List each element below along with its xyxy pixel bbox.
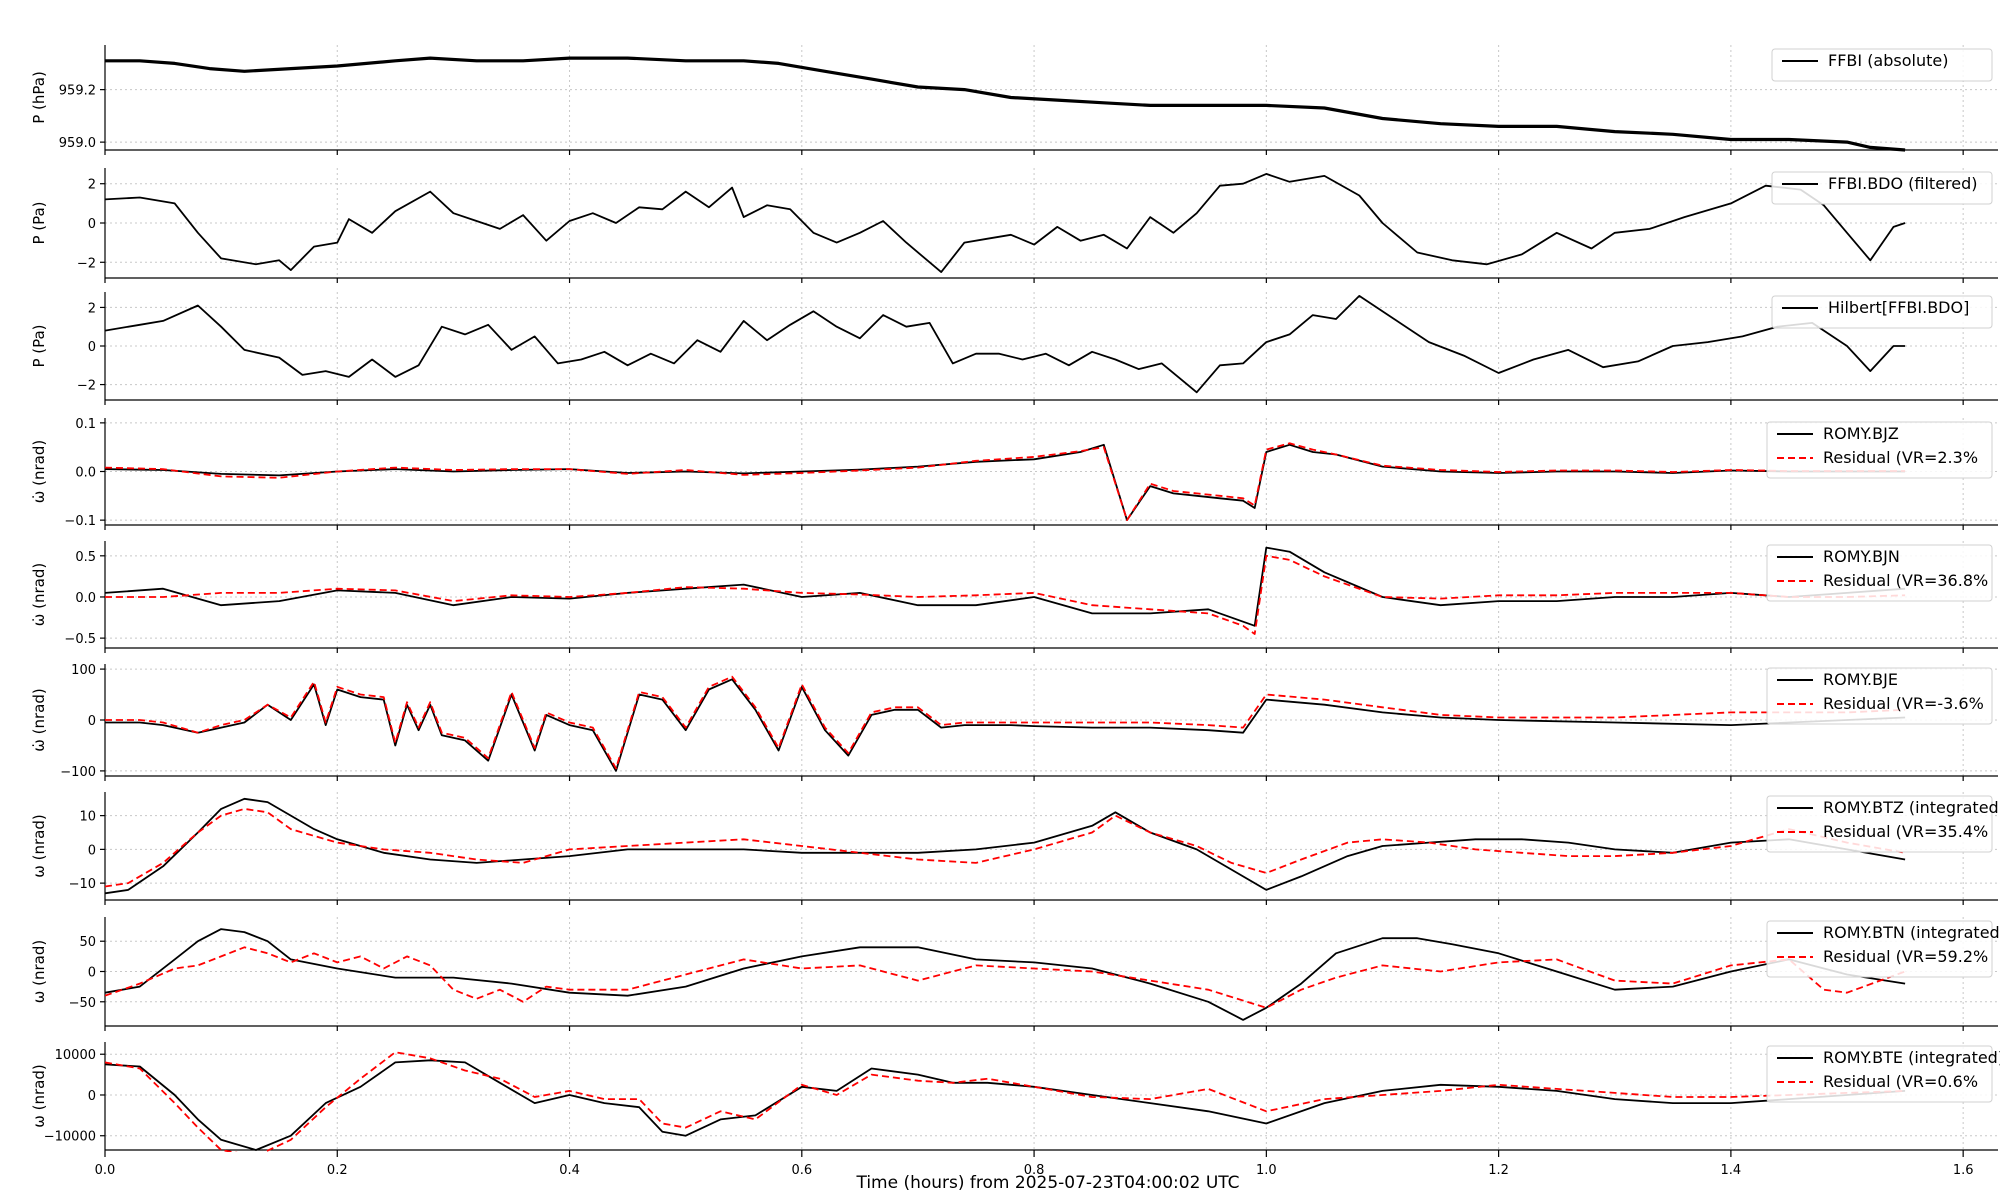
y-tick-label: −0.1 xyxy=(64,514,96,529)
x-tick-label: 0.8 xyxy=(1024,1163,1045,1178)
y-tick-label: 0 xyxy=(88,966,96,981)
x-tick-label: 1.0 xyxy=(1256,1163,1277,1178)
series-line-data xyxy=(105,1059,1906,1151)
series-line-data xyxy=(105,546,1906,627)
legend-entry: Residual (VR=2.3% xyxy=(1823,448,1978,467)
series-line-data xyxy=(105,443,1906,521)
legend-entry: ROMY.BJZ xyxy=(1823,424,1899,443)
legend-box xyxy=(1771,48,1993,82)
legend-entry: Residual (VR=59.2% xyxy=(1823,947,1988,966)
y-tick-label: −10 xyxy=(69,877,96,892)
y-tick-label: −2 xyxy=(77,256,96,271)
y-axis-label: ω (nrad) xyxy=(30,940,48,1003)
series-line-data xyxy=(105,294,1906,394)
legend-entry: Hilbert[FFBI.BDO] xyxy=(1828,298,1969,317)
panel-2: −2 0 2 P (Pa) FFBI.BDO (filtered) xyxy=(30,168,1998,283)
y-tick-label: −50 xyxy=(69,996,96,1011)
y-tick-label: −10000 xyxy=(44,1130,96,1145)
y-tick-label: 0.0 xyxy=(75,591,96,606)
y-axis-label: ω (nrad) xyxy=(30,1064,48,1127)
y-tick-label: 2 xyxy=(88,178,96,193)
legend-entry: ROMY.BJE xyxy=(1823,670,1898,689)
y-tick-label: −100 xyxy=(60,765,96,780)
panel-5: −0.5 0.0 0.5 ω̇ (nrad) ROMY.BJN Residual (VR=… xyxy=(30,541,1998,653)
series-line-residual xyxy=(105,808,1906,888)
legend-entry: ROMY.BTZ (integrated) xyxy=(1823,798,2000,817)
y-tick-label: 10 xyxy=(79,810,96,825)
legend-box xyxy=(1771,171,1993,205)
legend-entry: FFBI.BDO (filtered) xyxy=(1828,174,1978,193)
legend-entry: ROMY.BTE (integrated) xyxy=(1823,1048,2000,1067)
legend-box xyxy=(1766,795,1993,853)
series-line-residual xyxy=(105,554,1906,635)
y-tick-label: 0 xyxy=(88,843,96,858)
y-tick-label: 0 xyxy=(88,714,96,729)
y-tick-label: 0 xyxy=(88,1089,96,1104)
legend-entry: ROMY.BJN xyxy=(1823,547,1900,566)
series-line-residual xyxy=(105,442,1906,521)
panel-9: 0.0 0.2 0.4 0.6 0.8 1.0 1.2 1.4 1.6 −10000 0 10000 ω… xyxy=(30,1042,2000,1178)
legend-entry: Residual (VR=36.8% xyxy=(1823,571,1988,590)
x-axis-label: Time (hours) from 2025-07-23T04:00:02 UT… xyxy=(855,1173,1239,1193)
legend-box xyxy=(1766,421,1993,479)
y-tick-label: 0.1 xyxy=(75,417,96,432)
y-axis-label: ω̇ (nrad) xyxy=(30,440,48,503)
panel-3: −2 0 2 P (Pa) Hilbert[FFBI.BDO] xyxy=(30,292,1998,405)
panel-8: −50 0 50 ω (nrad) ROMY.BTN (integrated) Resid… xyxy=(30,917,2000,1031)
series-line-data xyxy=(105,678,1906,772)
x-tick-label: 0.0 xyxy=(95,1163,116,1178)
panel-7: −10 0 10 ω (nrad) ROMY.BTZ (integrated) Resid… xyxy=(30,792,2000,905)
y-tick-label: −0.5 xyxy=(64,632,96,647)
y-tick-label: −2 xyxy=(77,379,96,394)
y-axis-label: ω̇ (nrad) xyxy=(30,563,48,626)
panel-1: 959.0 959.2 P (hPa) FFBI (absolute) xyxy=(30,45,1998,155)
legend-box xyxy=(1766,920,1993,978)
series-line-residual xyxy=(105,946,1906,1009)
y-tick-label: 959.2 xyxy=(59,84,96,99)
y-tick-label: 0.0 xyxy=(75,466,96,481)
y-tick-label: 0 xyxy=(88,217,96,232)
panels: 959.0 959.2 P (hPa) FFBI (absolute) −2 0 2 P (P… xyxy=(30,45,2000,1178)
series-line-data xyxy=(105,928,1906,1021)
legend-entry: Residual (VR=0.6% xyxy=(1823,1072,1978,1091)
legend-box xyxy=(1766,544,1993,602)
y-tick-label: 959.0 xyxy=(59,136,96,151)
y-tick-label: 50 xyxy=(79,935,96,950)
series-line-data xyxy=(105,797,1906,895)
series-line-data xyxy=(105,56,1906,152)
y-axis-label: P (Pa) xyxy=(30,324,48,367)
x-tick-label: 1.4 xyxy=(1721,1163,1742,1178)
y-tick-label: 2 xyxy=(88,301,96,316)
series-line-data xyxy=(105,172,1906,274)
x-tick-label: 0.2 xyxy=(327,1163,348,1178)
legend-entry: FFBI (absolute) xyxy=(1828,51,1948,70)
legend-entry: Residual (VR=35.4% xyxy=(1823,822,1988,841)
legend-box xyxy=(1766,667,1993,725)
y-tick-label: 0 xyxy=(88,340,96,355)
y-axis-label: ω̇ (nrad) xyxy=(30,688,48,751)
x-tick-label: 1.6 xyxy=(1953,1163,1974,1178)
legend-entry: Residual (VR=-3.6% xyxy=(1823,694,1984,713)
x-tick-label: 1.2 xyxy=(1488,1163,1509,1178)
x-tick-label: 0.4 xyxy=(559,1163,580,1178)
legend-entry: ROMY.BTN (integrated) xyxy=(1823,923,2000,942)
series-line-residual xyxy=(105,1051,1906,1152)
y-tick-label: 10000 xyxy=(55,1048,96,1063)
legend-box xyxy=(1766,1045,1993,1103)
series-line-residual xyxy=(105,675,1906,770)
y-tick-label: 0.5 xyxy=(75,550,96,565)
y-axis-label: ω (nrad) xyxy=(30,814,48,877)
y-tick-label: 100 xyxy=(71,663,96,678)
x-tick-label: 0.6 xyxy=(791,1163,812,1178)
y-axis-label: P (Pa) xyxy=(30,201,48,244)
panel-6: −100 0 100 ω̇ (nrad) ROMY.BJE Residual (VR=-3… xyxy=(30,663,1998,781)
panel-4: −0.1 0.0 0.1 ω̇ (nrad) ROMY.BJZ Residual (VR=… xyxy=(30,417,1998,530)
legend-box xyxy=(1771,295,1993,329)
y-axis-label: P (hPa) xyxy=(30,71,48,124)
